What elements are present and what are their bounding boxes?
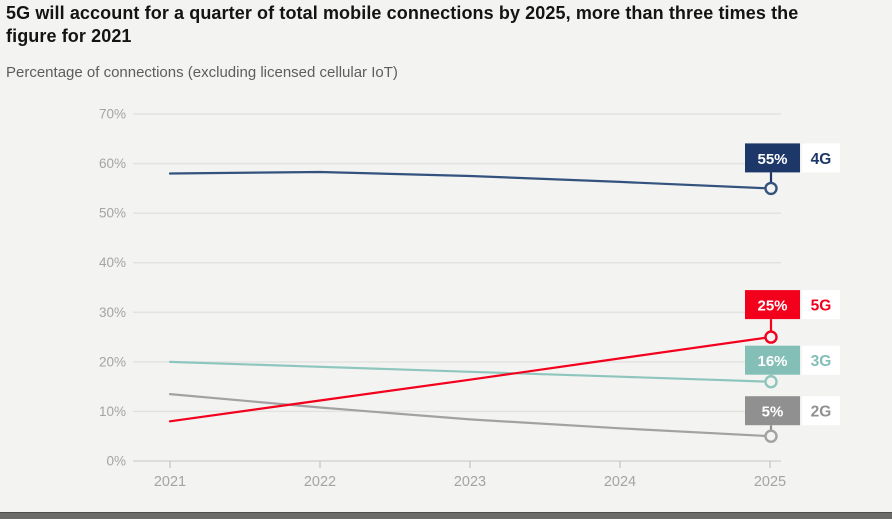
y-axis-label: 10% <box>99 404 126 419</box>
value-box-5G <box>745 290 800 320</box>
end-marker-4G <box>764 181 778 196</box>
series-line-5G <box>168 336 772 423</box>
series-line-3G <box>168 360 772 383</box>
tag-box-5G <box>802 290 840 320</box>
y-axis-label: 70% <box>99 107 126 122</box>
series-tag-3G: 3G <box>811 353 832 370</box>
y-axis-label: 20% <box>99 354 126 369</box>
value-box-2G <box>745 396 800 426</box>
x-axis-label: 2025 <box>754 474 786 490</box>
end-marker-2G <box>764 429 778 443</box>
y-axis-label: 40% <box>99 255 126 270</box>
chart-subtitle: Percentage of connections (excluding lic… <box>6 64 398 81</box>
tag-box-2G <box>802 396 840 426</box>
series-tag-5G: 5G <box>811 298 832 315</box>
end-marker-3G <box>764 375 778 389</box>
series-tag-2G: 2G <box>811 404 832 421</box>
value-label-3G: 16% <box>757 353 787 370</box>
y-axis-label: 50% <box>99 206 126 221</box>
chart-title: 5G will account for a quarter of total m… <box>6 3 799 46</box>
series-tag-4G: 4G <box>811 151 832 168</box>
x-axis-label: 2022 <box>304 474 336 490</box>
series-line-2G <box>168 393 772 438</box>
value-label-4G: 55% <box>757 151 787 168</box>
tag-box-3G <box>802 345 840 375</box>
bottom-partial-content <box>0 512 892 519</box>
x-axis-label: 2024 <box>604 474 636 490</box>
y-axis-label: 60% <box>99 156 126 171</box>
x-axis-label: 2021 <box>154 474 186 490</box>
y-axis-label: 0% <box>106 454 126 469</box>
value-label-2G: 5% <box>762 404 784 421</box>
value-box-4G <box>745 143 800 173</box>
y-axis-label: 30% <box>99 305 126 320</box>
end-marker-5G <box>764 330 778 344</box>
value-box-3G <box>745 345 800 375</box>
series-line-4G <box>168 170 772 190</box>
value-label-5G: 25% <box>757 298 787 315</box>
tag-box-4G <box>802 143 840 173</box>
x-axis-label: 2023 <box>454 474 486 490</box>
